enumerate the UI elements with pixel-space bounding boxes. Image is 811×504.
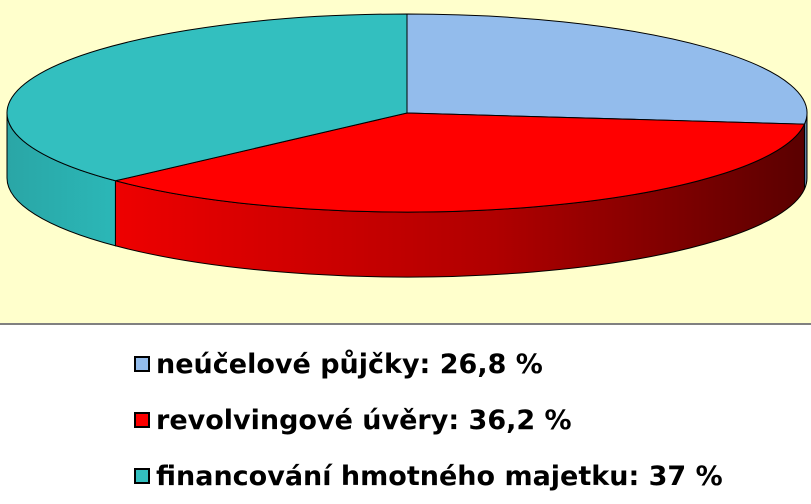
legend-label-2: financování hmotného majetku: 37 % bbox=[156, 460, 723, 492]
legend: neúčelové půjčky: 26,8 % revolvingové úv… bbox=[134, 336, 804, 504]
pie-slice-1 bbox=[115, 112, 806, 213]
pie-slice-0 bbox=[406, 13, 808, 125]
legend-swatch-0 bbox=[134, 356, 150, 372]
plot-area bbox=[0, 0, 811, 325]
pie-chart bbox=[6, 13, 808, 278]
pie-tops bbox=[6, 13, 808, 213]
legend-item: financování hmotného majetku: 37 % bbox=[134, 448, 804, 504]
legend-label-1: revolvingové úvěry: 36,2 % bbox=[156, 404, 572, 436]
legend-item: revolvingové úvěry: 36,2 % bbox=[134, 392, 804, 448]
legend-label-0: neúčelové půjčky: 26,8 % bbox=[156, 348, 543, 380]
legend-item: neúčelové půjčky: 26,8 % bbox=[134, 336, 804, 392]
pie-slice-2 bbox=[6, 13, 408, 182]
legend-swatch-1 bbox=[134, 412, 150, 428]
legend-swatch-2 bbox=[134, 468, 150, 484]
